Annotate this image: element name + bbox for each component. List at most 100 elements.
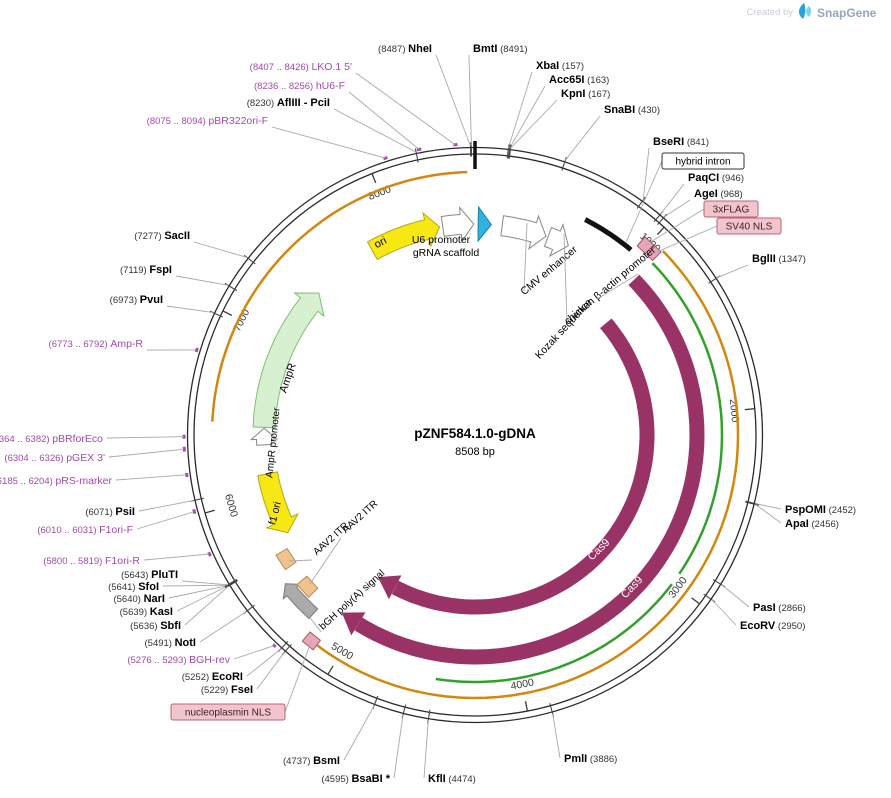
site-label-pBRforEco: (6364 .. 6382) pBRforEco [0, 433, 103, 445]
site-label-PmlI: PmlI (3886) [564, 753, 617, 765]
site-pos: (6185 .. 6204) [0, 476, 55, 487]
site-pos: (4474) [446, 774, 476, 785]
site-label-SbfI: (5636) SbfI [130, 620, 181, 632]
feature-aav2-itr-b [296, 575, 319, 599]
feature-orange-arc-left [211, 170, 468, 422]
site-pos: (5276 .. 5293) [127, 655, 189, 666]
site-label-BsmI: (4737) BsmI [283, 755, 340, 767]
leader-nucleoplasmin-nls [284, 640, 312, 713]
site-pos: (7119) [120, 265, 149, 276]
site-name: EcoRV [740, 620, 776, 632]
site-label-FspI: (7119) FspI [120, 264, 172, 276]
feature-green-arc-1 [651, 262, 724, 575]
primer-mark-F1ori-F [192, 509, 197, 515]
site-pos: (5800 .. 5819) [43, 556, 105, 567]
leader-BsmI [343, 705, 375, 761]
site-name: pBRforEco [52, 433, 103, 445]
leader-bgh-polya-label [301, 606, 322, 633]
site-pos: (6010 .. 6031) [37, 525, 99, 536]
leader-pRS-marker [115, 474, 187, 481]
leader-PsiI [138, 500, 194, 512]
site-name: PspOMI [785, 504, 826, 516]
site-name: PluTI [151, 569, 178, 581]
site-label-NheI: (8487) NheI [378, 43, 432, 55]
site-tick-AflIII - PciI [414, 148, 419, 163]
site-pos: (2950) [775, 621, 805, 632]
site-label-SfoI: (5641) SfoI [108, 581, 159, 593]
site-tick-PluTI [224, 578, 238, 588]
site-label-PluTI: (5643) PluTI [121, 569, 178, 581]
site-name: SbfI [160, 620, 181, 632]
scale-tick-4000 [524, 701, 529, 712]
site-label-BGH-rev: (5276 .. 5293) BGH-rev [127, 654, 230, 666]
site-pos: (6364 .. 6382) [0, 434, 52, 445]
site-label-BglII: BglII (1347) [752, 253, 806, 265]
site-pos: (1347) [776, 254, 806, 265]
feature-tag-label-hybrid-intron: hybrid intron [675, 157, 730, 168]
feature-tag-label-sv40-nls: SV40 NLS [726, 222, 773, 233]
site-name: BglII [752, 253, 776, 265]
leader-sv40-nls [653, 225, 718, 254]
primer-mark-pRS-marker [185, 472, 189, 478]
leader-PvuI [166, 305, 214, 314]
leader-BglII [717, 264, 749, 279]
site-name: Amp-R [110, 338, 143, 350]
site-label-BseRI: BseRI (841) [653, 136, 709, 148]
site-name: NotI [175, 637, 196, 649]
site-pos: (5636) [130, 621, 160, 632]
leader-aav2-itr-label-1 [288, 559, 313, 562]
leader-BsaBI * [393, 714, 404, 779]
site-label-AflIII - PciI: (8230) AflIII - PciI [247, 97, 330, 109]
site-label-EcoRV: EcoRV (2950) [740, 620, 805, 632]
scale-label-6000: 6000 [222, 493, 240, 519]
scale-tick-3000 [691, 597, 700, 605]
site-pos: (6773 .. 6792) [49, 339, 111, 350]
site-name: PasI [753, 602, 776, 614]
leader-beta-actin-label [563, 233, 568, 323]
logo-leaf-light [806, 6, 812, 17]
site-pos: (2452) [826, 505, 856, 516]
site-pos: (5643) [121, 570, 151, 581]
site-name: PmlI [564, 753, 587, 765]
site-name: KpnI [561, 88, 585, 100]
site-label-XbaI: XbaI (157) [536, 60, 584, 72]
site-label-Amp-R: (6773 .. 6792) Amp-R [49, 338, 144, 350]
leader-XbaI [507, 71, 533, 149]
u6-promoter-label: U6 promoter [412, 234, 471, 246]
site-name: SfoI [138, 581, 159, 593]
site-label-NotI: (5491) NotI [145, 637, 197, 649]
leader-hybrid-intron [625, 160, 663, 243]
leader-FseI [256, 652, 285, 690]
site-label-LKO.1 5': (8407 .. 8426) LKO.1 5' [250, 61, 352, 73]
site-pos: (5491) [145, 638, 175, 649]
site-pos: (157) [559, 61, 584, 72]
feature-tag-label-nucleoplasmin-nls: nucleoplasmin NLS [185, 708, 271, 719]
feature-cas9-outer-arrowhead [341, 612, 366, 636]
scale-tick-7000 [222, 310, 233, 316]
site-pos: (8230) [247, 98, 277, 109]
leader-AgeI [664, 199, 691, 218]
scale-label-4000: 4000 [510, 676, 535, 692]
leader-FspI [175, 275, 228, 286]
leader-NheI [435, 54, 471, 147]
site-pos: (5229) [201, 685, 231, 696]
site-label-KpnI: KpnI (167) [561, 88, 610, 100]
feature-tag-nucleoplasmin-nls [170, 703, 286, 721]
grna-scaffold-label: gRNA scaffold [413, 247, 480, 259]
feature-f1-ori [257, 471, 299, 534]
feature-tag-3xflag [703, 200, 759, 218]
feature-cas9-inner-arrowhead [378, 575, 402, 600]
scale-tick-5000 [327, 665, 334, 675]
site-pos: (8487) [378, 44, 408, 55]
leader-BseRI [642, 147, 650, 201]
site-name: Acc65I [549, 74, 584, 86]
site-pos: (841) [684, 137, 709, 148]
site-label-pBR322ori-F: (8075 .. 8094) pBR322ori-F [147, 115, 268, 127]
leader-SfoI [162, 584, 229, 587]
leader-SnaBI [564, 115, 601, 161]
site-label-SacII: (7277) SacII [134, 230, 190, 242]
feature-u6-promoter [440, 206, 475, 243]
feature-grna-scaffold [477, 205, 492, 243]
feature-bgh-polya-signal [282, 583, 319, 620]
site-label-PaqCI: PaqCI (946) [688, 172, 744, 184]
